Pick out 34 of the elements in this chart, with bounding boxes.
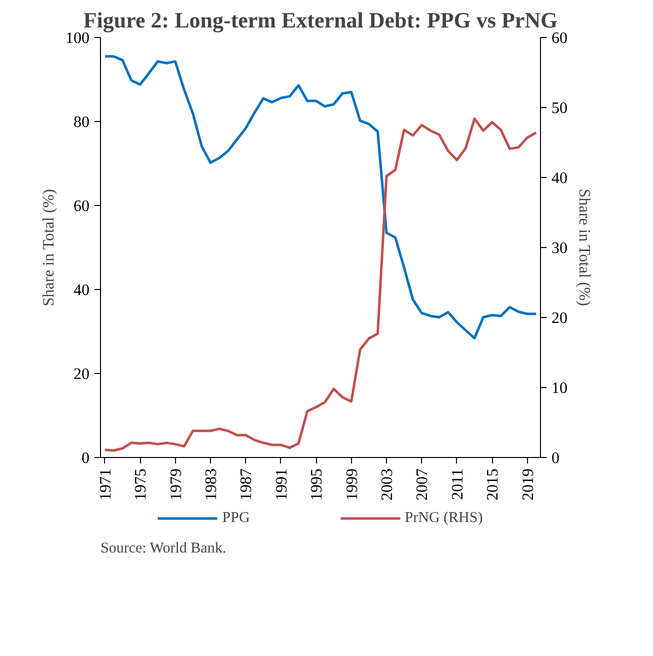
legend-label: PPG bbox=[222, 510, 250, 526]
legend-label: PrNG (RHS) bbox=[404, 510, 483, 526]
x-tick-label: 1975 bbox=[132, 468, 150, 500]
x-tick-label: 1999 bbox=[344, 468, 361, 500]
y2-axis-title: Share in Total (%) bbox=[576, 188, 592, 306]
y-tick-label: 60 bbox=[74, 198, 90, 215]
y-tick-label: 0 bbox=[82, 450, 90, 467]
x-tick-label: 1971 bbox=[97, 468, 114, 500]
line-series bbox=[104, 55, 538, 340]
y2-tick-label: 20 bbox=[552, 310, 568, 327]
y2-tick-label: 60 bbox=[552, 30, 568, 47]
y2-tick-label: 0 bbox=[552, 450, 560, 467]
x-tick-label: 1983 bbox=[203, 468, 220, 500]
y-tick-label: 100 bbox=[66, 30, 90, 47]
x-tick-label: 1991 bbox=[273, 468, 290, 500]
x-tick-label: 2003 bbox=[379, 468, 396, 500]
y-axis-title: Share in Total (%) bbox=[40, 189, 58, 306]
y2-tick-label: 50 bbox=[552, 100, 568, 117]
y2-tick-label: 30 bbox=[552, 240, 568, 257]
y-tick-label: 80 bbox=[74, 114, 90, 131]
y-tick-label: 40 bbox=[74, 282, 90, 299]
source-note: Source: World Bank. bbox=[100, 540, 226, 556]
x-tick-label: 1987 bbox=[238, 468, 256, 500]
x-tick-label: 2011 bbox=[449, 468, 466, 500]
x-tick-label: 1979 bbox=[168, 468, 185, 500]
x-tick-label: 2007 bbox=[414, 468, 432, 500]
y2-tick-label: 10 bbox=[552, 380, 568, 397]
y2-tick-label: 40 bbox=[552, 170, 568, 187]
x-tick-label: 2015 bbox=[484, 468, 502, 500]
line-series bbox=[104, 117, 538, 452]
x-tick-label: 2019 bbox=[520, 468, 537, 500]
chart-title: Figure 2: Long-term External Debt: PPG vs PrNG bbox=[83, 8, 558, 32]
y-tick-label: 20 bbox=[74, 366, 90, 383]
x-tick-label: 1995 bbox=[308, 468, 326, 500]
